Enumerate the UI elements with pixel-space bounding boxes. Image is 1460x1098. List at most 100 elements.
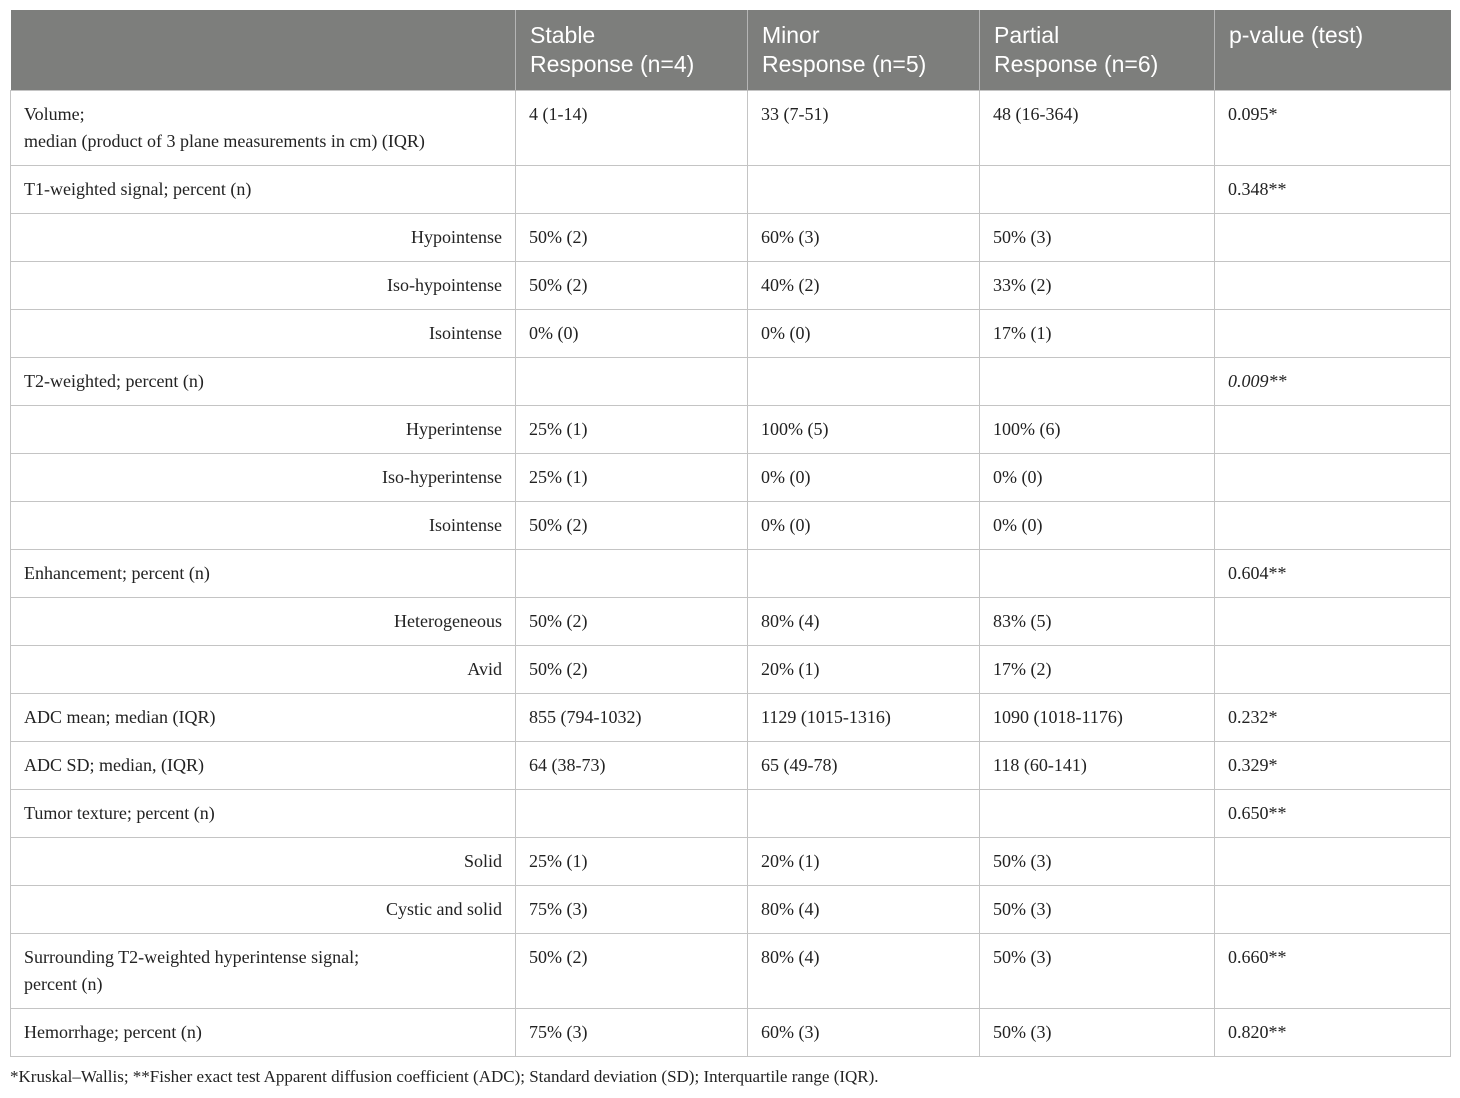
stable-response-cell: 25% (1) <box>515 453 748 502</box>
table-row: Hyperintense 25% (1) 100% (5) 100% (6) <box>10 405 1451 454</box>
partial-response-cell: 50% (3) <box>979 933 1215 1009</box>
row-label-cell: Volume; median (product of 3 plane measu… <box>10 90 516 166</box>
header-cell-minor: Minor Response (n=5) <box>747 10 980 91</box>
stable-response-cell <box>515 789 748 838</box>
table-row: ADC mean; median (IQR) 855 (794-1032) 1129… <box>10 693 1451 742</box>
row-label-cell: Hypointense <box>10 213 516 262</box>
stable-response-cell <box>515 165 748 214</box>
p-value-cell: 0.348** <box>1214 165 1451 214</box>
minor-response-cell: 80% (4) <box>747 597 980 646</box>
minor-response-cell: 1129 (1015-1316) <box>747 693 980 742</box>
row-label-cell: Enhancement; percent (n) <box>10 549 516 598</box>
partial-response-cell: 118 (60-141) <box>979 741 1215 790</box>
p-value-cell: 0.009** <box>1214 357 1451 406</box>
row-label-cell: Iso-hypointense <box>10 261 516 310</box>
p-value-cell: 0.820** <box>1214 1008 1451 1057</box>
stable-response-cell: 75% (3) <box>515 885 748 934</box>
row-label-cell: Surrounding T2-weighted hyperintense sig… <box>10 933 516 1009</box>
minor-response-cell: 0% (0) <box>747 453 980 502</box>
minor-response-cell: 33 (7-51) <box>747 90 980 166</box>
minor-response-cell: 20% (1) <box>747 837 980 886</box>
results-table: Stable Response (n=4) Minor Response (n=… <box>10 10 1451 1057</box>
stable-response-cell: 25% (1) <box>515 405 748 454</box>
stable-response-cell: 50% (2) <box>515 261 748 310</box>
stable-response-cell: 50% (2) <box>515 213 748 262</box>
minor-response-cell: 100% (5) <box>747 405 980 454</box>
partial-response-cell: 48 (16-364) <box>979 90 1215 166</box>
partial-response-cell: 17% (2) <box>979 645 1215 694</box>
row-label-cell: Isointense <box>10 501 516 550</box>
p-value-cell: 0.604** <box>1214 549 1451 598</box>
stable-response-cell: 50% (2) <box>515 645 748 694</box>
table-row: Isointense 50% (2) 0% (0) 0% (0) <box>10 501 1451 550</box>
p-value-cell: 0.329* <box>1214 741 1451 790</box>
row-label-cell: Solid <box>10 837 516 886</box>
minor-response-cell: 60% (3) <box>747 1008 980 1057</box>
minor-response-cell <box>747 357 980 406</box>
partial-response-cell <box>979 789 1215 838</box>
table-body: Volume; median (product of 3 plane measu… <box>10 90 1451 1057</box>
row-label-cell: Heterogeneous <box>10 597 516 646</box>
table-row: Hypointense 50% (2) 60% (3) 50% (3) <box>10 213 1451 262</box>
p-value-cell <box>1214 261 1451 310</box>
table-row: Avid 50% (2) 20% (1) 17% (2) <box>10 645 1451 694</box>
partial-response-cell: 50% (3) <box>979 213 1215 262</box>
p-value-cell <box>1214 213 1451 262</box>
table-header: Stable Response (n=4) Minor Response (n=… <box>10 10 1451 91</box>
table-row: Cystic and solid 75% (3) 80% (4) 50% (3) <box>10 885 1451 934</box>
stable-response-cell: 50% (2) <box>515 597 748 646</box>
p-value-cell: 0.095* <box>1214 90 1451 166</box>
p-value-cell <box>1214 837 1451 886</box>
table-row: Surrounding T2-weighted hyperintense sig… <box>10 933 1451 1009</box>
minor-response-cell: 40% (2) <box>747 261 980 310</box>
minor-response-cell: 80% (4) <box>747 933 980 1009</box>
row-label-cell: Avid <box>10 645 516 694</box>
row-label-cell: T1-weighted signal; percent (n) <box>10 165 516 214</box>
minor-response-cell: 65 (49-78) <box>747 741 980 790</box>
stable-response-cell: 0% (0) <box>515 309 748 358</box>
stable-response-cell <box>515 549 748 598</box>
minor-response-cell: 60% (3) <box>747 213 980 262</box>
stable-response-cell: 50% (2) <box>515 501 748 550</box>
partial-response-cell: 50% (3) <box>979 1008 1215 1057</box>
partial-response-cell: 0% (0) <box>979 453 1215 502</box>
stable-response-cell: 50% (2) <box>515 933 748 1009</box>
stable-response-cell: 855 (794-1032) <box>515 693 748 742</box>
row-label-cell: Hemorrhage; percent (n) <box>10 1008 516 1057</box>
table-row: Tumor texture; percent (n) 0.650** <box>10 789 1451 838</box>
header-cell-partial: Partial Response (n=6) <box>979 10 1215 91</box>
row-label-cell: ADC SD; median, (IQR) <box>10 741 516 790</box>
stable-response-cell <box>515 357 748 406</box>
partial-response-cell: 50% (3) <box>979 885 1215 934</box>
partial-response-cell <box>979 357 1215 406</box>
minor-response-cell <box>747 549 980 598</box>
stable-response-cell: 64 (38-73) <box>515 741 748 790</box>
p-value-cell <box>1214 453 1451 502</box>
row-label-cell: Isointense <box>10 309 516 358</box>
partial-response-cell: 50% (3) <box>979 837 1215 886</box>
stable-response-cell: 75% (3) <box>515 1008 748 1057</box>
partial-response-cell <box>979 165 1215 214</box>
p-value-cell <box>1214 309 1451 358</box>
partial-response-cell: 1090 (1018-1176) <box>979 693 1215 742</box>
table-row: ADC SD; median, (IQR) 64 (38-73) 65 (49-78… <box>10 741 1451 790</box>
minor-response-cell <box>747 165 980 214</box>
minor-response-cell <box>747 789 980 838</box>
stable-response-cell: 25% (1) <box>515 837 748 886</box>
partial-response-cell <box>979 549 1215 598</box>
minor-response-cell: 80% (4) <box>747 885 980 934</box>
table-row: Heterogeneous 50% (2) 80% (4) 83% (5) <box>10 597 1451 646</box>
header-cell-feature <box>10 10 516 91</box>
minor-response-cell: 0% (0) <box>747 309 980 358</box>
header-cell-pvalue: p-value (test) <box>1214 10 1451 91</box>
table-row: Hemorrhage; percent (n) 75% (3) 60% (3) 50%… <box>10 1008 1451 1057</box>
table-row: Enhancement; percent (n) 0.604** <box>10 549 1451 598</box>
p-value-cell <box>1214 645 1451 694</box>
partial-response-cell: 33% (2) <box>979 261 1215 310</box>
p-value-cell <box>1214 405 1451 454</box>
table-row: Volume; median (product of 3 plane measu… <box>10 90 1451 166</box>
row-label-cell: Tumor texture; percent (n) <box>10 789 516 838</box>
table-row: Iso-hypointense 50% (2) 40% (2) 33% (2) <box>10 261 1451 310</box>
partial-response-cell: 0% (0) <box>979 501 1215 550</box>
partial-response-cell: 100% (6) <box>979 405 1215 454</box>
